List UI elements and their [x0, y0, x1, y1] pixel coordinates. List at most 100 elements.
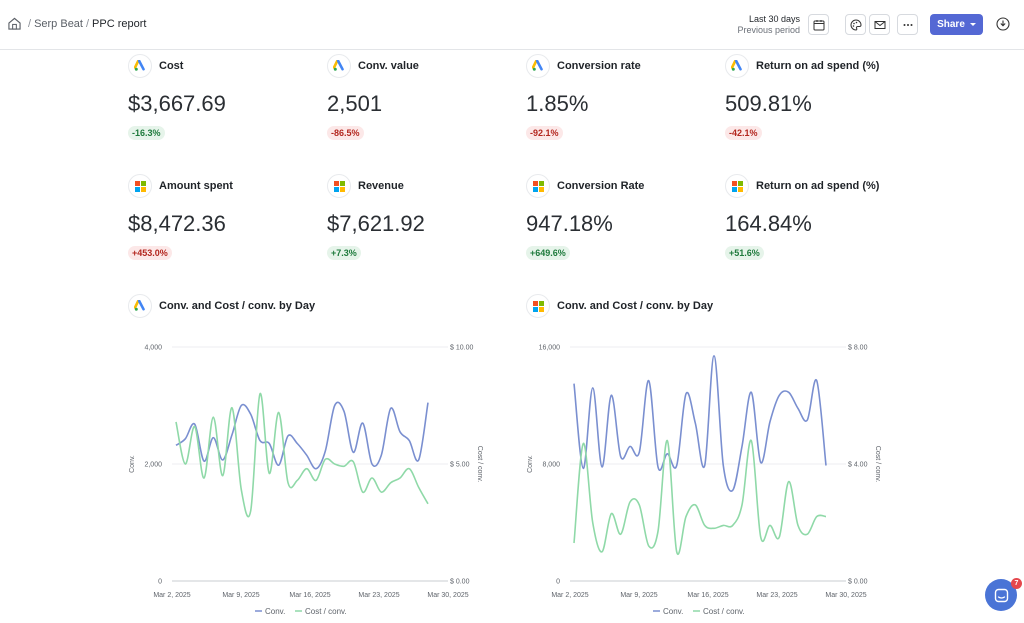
- metric-title: Return on ad spend (%): [756, 180, 880, 192]
- date-range-current: Last 30 days: [748, 14, 800, 24]
- date-range-compare: Previous period: [737, 25, 800, 35]
- microsoft-ads-logo: [327, 174, 351, 198]
- metric-value: 164.84%: [725, 211, 812, 236]
- metric-card-cost: Cost $3,667.69 -16.3%: [128, 54, 308, 154]
- metric-change-badge: -16.3%: [128, 126, 165, 140]
- breadcrumb-report: PPC report: [92, 17, 147, 30]
- y2-axis-label: Cost / conv.: [874, 446, 881, 482]
- microsoft-ads-logo: [526, 174, 550, 198]
- y-tick-label: 4,000: [144, 345, 162, 352]
- breadcrumb: / Serp Beat / PPC report: [8, 17, 146, 30]
- y-axis-label: Conv.: [527, 455, 534, 473]
- x-tick-label: Mar 30, 2025: [427, 592, 468, 599]
- y2-tick-label: $ 5.00: [450, 462, 470, 469]
- y2-tick-label: $ 0.00: [848, 579, 868, 586]
- calendar-button[interactable]: [808, 14, 829, 35]
- more-button[interactable]: [897, 14, 918, 35]
- metric-value: 509.81%: [725, 91, 812, 116]
- x-tick-label: Mar 16, 2025: [687, 592, 728, 599]
- metric-card-conversion-rate: Conversion rate 1.85% -92.1%: [526, 54, 706, 154]
- chart-title: Conv. and Cost / conv. by Day: [557, 300, 714, 312]
- legend-label: Conv.: [663, 607, 683, 616]
- theme-button[interactable]: [845, 14, 866, 35]
- mail-icon: [874, 20, 885, 29]
- y2-tick-label: $ 8.00: [848, 345, 868, 352]
- chart-title: Conv. and Cost / conv. by Day: [159, 300, 316, 312]
- series-line-conv: [175, 401, 429, 470]
- metric-value: $8,472.36: [128, 211, 226, 236]
- palette-icon: [850, 18, 862, 31]
- legend-label: Cost / conv.: [305, 607, 347, 616]
- series-line-cost-per-conv: [175, 392, 429, 518]
- series-line-cost-per-conv: [573, 439, 827, 556]
- metric-title: Conversion rate: [557, 60, 641, 72]
- metric-card-amount-spent: Amount spent $8,472.36 +453.0%: [128, 174, 308, 274]
- metric-change-badge: -92.1%: [526, 126, 563, 140]
- x-tick-label: Mar 30, 2025: [825, 592, 866, 599]
- share-label: Share: [937, 19, 965, 30]
- metric-title: Conv. value: [358, 60, 419, 72]
- metric-change-badge: -42.1%: [725, 126, 762, 140]
- google-ads-logo: [526, 54, 550, 78]
- y-tick-label: 0: [556, 579, 560, 586]
- google-ads-logo: [725, 54, 749, 78]
- microsoft-ads-logo: [725, 174, 749, 198]
- chart-header-microsoft: Conv. and Cost / conv. by Day: [526, 294, 826, 320]
- top-bar: / Serp Beat / PPC report Last 30 days Pr…: [0, 0, 1024, 50]
- metric-change-badge: +51.6%: [725, 246, 764, 260]
- breadcrumb-workspace[interactable]: Serp Beat: [34, 17, 83, 30]
- x-tick-label: Mar 23, 2025: [756, 592, 797, 599]
- y2-tick-label: $ 0.00: [450, 579, 470, 586]
- x-tick-label: Mar 9, 2025: [620, 592, 657, 599]
- x-tick-label: Mar 23, 2025: [358, 592, 399, 599]
- metric-card-conversion-rate-ms: Conversion Rate 947.18% +649.6%: [526, 174, 706, 274]
- metric-title: Return on ad spend (%): [756, 60, 880, 72]
- share-button[interactable]: Share: [930, 14, 983, 35]
- google-ads-logo: [327, 54, 351, 78]
- y-tick-label: 16,000: [539, 345, 561, 352]
- legend-label: Conv.: [265, 607, 285, 616]
- chart-header-google: Conv. and Cost / conv. by Day: [128, 294, 428, 320]
- line-chart-google: 0 2,000 4,000 $ 0.00 $ 5.00 $ 10.00 Conv. Cost …: [129, 345, 483, 617]
- metric-value: $7,621.92: [327, 211, 425, 236]
- chat-icon: [994, 588, 1008, 602]
- metric-change-badge: -86.5%: [327, 126, 364, 140]
- x-tick-label: Mar 2, 2025: [153, 592, 190, 599]
- email-button[interactable]: [869, 14, 890, 35]
- metric-value: 2,501: [327, 91, 383, 116]
- y2-axis-label: Cost / conv.: [476, 446, 483, 482]
- y-tick-label: 2,000: [144, 462, 162, 469]
- y2-tick-label: $ 4.00: [848, 462, 868, 469]
- microsoft-ads-logo: [128, 174, 152, 198]
- metric-card-roas-ms: Return on ad spend (%) 164.84% +51.6%: [725, 174, 905, 274]
- line-chart-microsoft: 0 8,000 16,000 $ 0.00 $ 4.00 $ 8.00 Conv. Cost …: [527, 345, 881, 617]
- metric-change-badge: +7.3%: [327, 246, 361, 260]
- metric-title: Conversion Rate: [557, 180, 645, 192]
- chevron-down-icon: [969, 23, 976, 26]
- metric-value: $3,667.69: [128, 91, 226, 116]
- series-line-conv: [573, 354, 827, 492]
- more-icon: [903, 23, 912, 26]
- home-icon[interactable]: [8, 17, 21, 30]
- date-range-picker[interactable]: Last 30 days Previous period: [737, 14, 800, 36]
- metric-change-badge: +649.6%: [526, 246, 570, 260]
- x-tick-label: Mar 2, 2025: [551, 592, 588, 599]
- breadcrumb-separator: /: [85, 17, 90, 30]
- metric-title: Revenue: [358, 180, 404, 192]
- google-ads-logo: [128, 294, 152, 318]
- metric-card-conv-value: Conv. value 2,501 -86.5%: [327, 54, 507, 154]
- legend-label: Cost / conv.: [703, 607, 745, 616]
- y2-tick-label: $ 10.00: [450, 345, 473, 352]
- x-tick-label: Mar 16, 2025: [289, 592, 330, 599]
- y-tick-label: 0: [158, 579, 162, 586]
- account-icon[interactable]: [996, 17, 1010, 31]
- breadcrumb-separator: /: [28, 17, 32, 30]
- metric-value: 1.85%: [526, 91, 589, 116]
- metric-card-roas: Return on ad spend (%) 509.81% -42.1%: [725, 54, 905, 154]
- microsoft-ads-logo: [526, 294, 550, 318]
- calendar-icon: [813, 19, 824, 30]
- metric-change-badge: +453.0%: [128, 246, 172, 260]
- google-ads-logo: [128, 54, 152, 78]
- metric-card-revenue: Revenue $7,621.92 +7.3%: [327, 174, 507, 274]
- y-tick-label: 8,000: [542, 462, 560, 469]
